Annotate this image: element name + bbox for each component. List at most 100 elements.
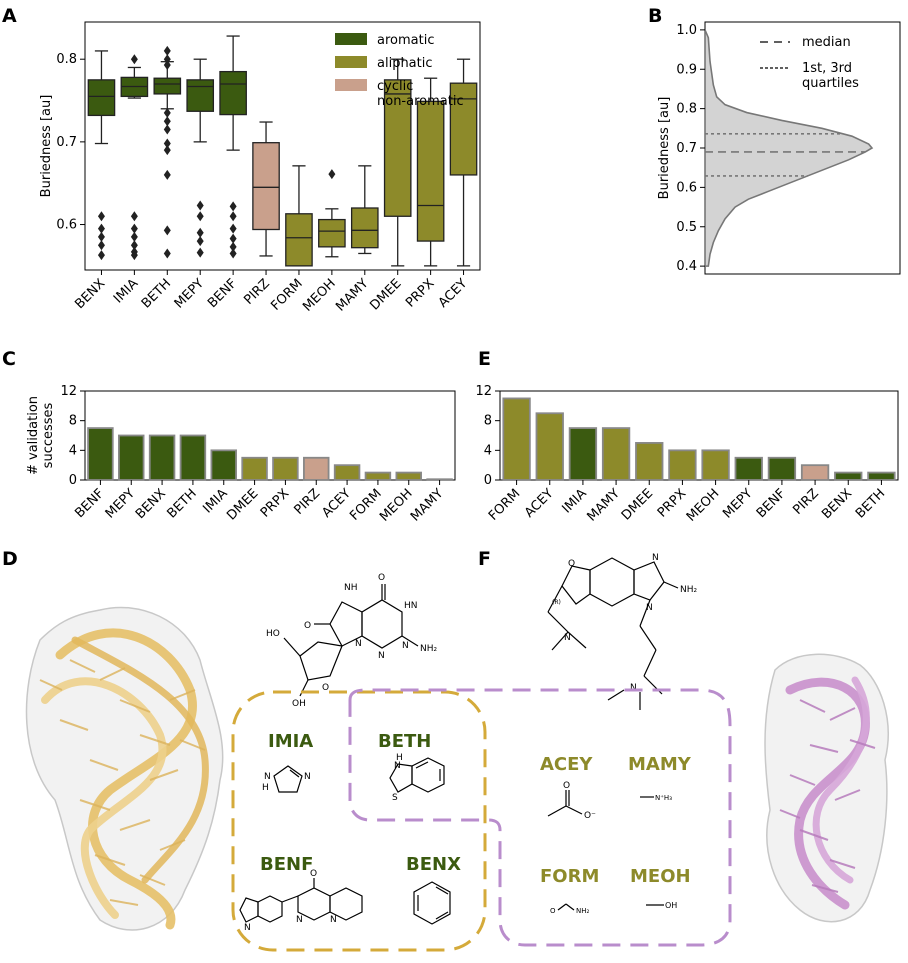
bar-imia [568, 427, 598, 481]
fragment-label-imia: IMIA [268, 731, 313, 752]
chem-labels-d: O NH HN O N N N NH₂ HO O OH [266, 573, 438, 709]
outlier [229, 211, 237, 222]
y-tick-label: 0 [484, 473, 492, 488]
y-tick-label: 12 [475, 384, 492, 399]
fragment-label-beth: BETH [378, 731, 431, 752]
x-tick-label: BENX [819, 486, 855, 522]
x-tick-label: BETH [853, 486, 888, 521]
y-tick-label: 0.6 [56, 218, 77, 233]
y-axis-label: Buriedness [au] [657, 97, 672, 200]
fragment-label-benx: BENX [406, 854, 461, 875]
legend-label: aliphatic [377, 56, 433, 71]
group-outline-purple [348, 688, 732, 947]
x-tick-label: IMIA [111, 276, 141, 306]
y-tick-label: 0.7 [676, 141, 697, 156]
x-tick-label: BETH [164, 486, 199, 521]
bar-mepy [118, 434, 145, 481]
outlier [229, 201, 237, 212]
fragment-label-meoh: MEOH [630, 866, 691, 887]
chem-structure-f [547, 557, 679, 710]
svg-text:NH₂: NH₂ [680, 585, 698, 595]
panel-label-f: F [478, 548, 491, 570]
svg-text:N: N [402, 641, 409, 651]
x-tick-label: MEPY [720, 486, 755, 521]
legend-label: 1st, 3rd [802, 61, 852, 76]
svg-text:O: O [304, 621, 311, 631]
outlier [163, 107, 171, 118]
fragment-label-acey: ACEY [540, 754, 593, 775]
outlier [163, 145, 171, 156]
x-tick-label: DMEE [224, 486, 261, 523]
x-tick-label: MEPY [103, 486, 138, 521]
x-tick-label: MEPY [172, 276, 207, 311]
chart-frame [499, 390, 899, 481]
bar-acey [333, 464, 361, 481]
y-axis-label: Buriedness [au] [39, 95, 54, 198]
svg-text:N: N [394, 761, 401, 771]
x-tick-label: BETH [139, 276, 174, 311]
bar-dmee [635, 442, 664, 481]
outlier [97, 211, 105, 222]
outlier [229, 248, 237, 259]
outlier [163, 248, 171, 259]
bar-benf [767, 456, 797, 481]
outlier [163, 45, 171, 56]
chart-a-frame [84, 21, 481, 271]
svg-text:O: O [563, 781, 570, 791]
y-tick-label: 0.5 [676, 220, 697, 235]
y-tick-label: 0.8 [676, 102, 697, 117]
y-tick-label: 0.4 [676, 259, 697, 274]
legend-label: quartiles [802, 76, 859, 91]
svg-text:OH: OH [292, 699, 306, 709]
svg-text:N: N [264, 772, 271, 782]
svg-text:O: O [568, 559, 575, 569]
x-tick-label: MAMY [333, 276, 371, 314]
fragment-structure-form [557, 903, 575, 911]
y-axis-label: # validationsuccesses [26, 396, 56, 475]
outlier [328, 169, 336, 180]
panel-label-d: D [2, 548, 18, 570]
box-benf [219, 70, 247, 116]
outlier [163, 138, 171, 149]
svg-text:NH: NH [344, 583, 358, 593]
bar-mamy [601, 427, 631, 481]
bar-meoh [395, 471, 422, 481]
y-tick-label: 4 [484, 443, 492, 458]
y-tick-label: 4 [69, 443, 77, 458]
x-tick-label: MEOH [684, 486, 723, 525]
box-form [285, 213, 313, 267]
chart-frame [84, 390, 456, 481]
y-tick-label: 8 [484, 414, 492, 429]
svg-text:N: N [630, 683, 637, 693]
bar-mamy [426, 478, 453, 481]
legend-label: median [802, 35, 851, 50]
svg-text:H: H [262, 783, 269, 793]
x-tick-label: PRPX [258, 486, 292, 520]
svg-text:N: N [296, 915, 303, 925]
bar-prpx [272, 456, 299, 481]
x-tick-label: DMEE [619, 486, 656, 523]
legend-swatch-cyclic [335, 79, 367, 91]
svg-text:N: N [564, 633, 571, 643]
y-tick-label: 0.6 [676, 180, 697, 195]
x-tick-label: BENX [72, 276, 108, 312]
bar-beth [867, 471, 896, 481]
panel-label-a: A [2, 5, 17, 27]
svg-text:O: O [322, 683, 329, 693]
chem-labels-f: O N N NH₂ N N (R) [552, 553, 698, 693]
svg-text:N: N [652, 553, 659, 563]
fragment-structure-acey [547, 790, 583, 817]
x-tick-label: ACEY [522, 486, 557, 521]
box-pirz [252, 142, 280, 231]
box-mamy [350, 207, 379, 249]
x-tick-label: FORM [347, 486, 384, 523]
outlier [130, 240, 138, 251]
x-tick-label: BENF [205, 276, 240, 311]
outlier [130, 223, 138, 234]
outlier [97, 240, 105, 251]
legend-label: cyclic [377, 79, 413, 94]
svg-text:NH₂: NH₂ [576, 907, 590, 915]
x-tick-label: MEOH [377, 486, 416, 525]
outlier [163, 54, 171, 65]
